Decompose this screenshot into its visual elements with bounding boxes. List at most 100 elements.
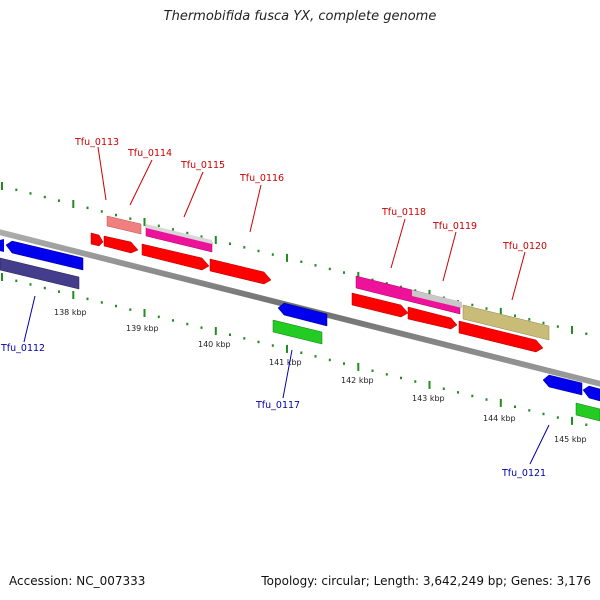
gene-arrow-khaki[interactable] xyxy=(462,304,550,341)
map-title: Thermobifida fusca YX, complete genome xyxy=(163,9,437,24)
outer-minor-tick xyxy=(485,307,488,310)
gene-arrow-blue-1[interactable] xyxy=(0,239,4,252)
leader-0112 xyxy=(23,295,36,343)
inner-minor-tick xyxy=(186,322,189,326)
inner-minor-tick xyxy=(328,358,331,362)
inner-minor-tick xyxy=(442,387,445,390)
inner-minor-tick xyxy=(29,283,32,286)
outer-minor-tick xyxy=(243,246,246,249)
outer-minor-tick xyxy=(528,318,531,321)
inner-minor-tick xyxy=(43,286,46,290)
outer-minor-tick xyxy=(172,228,174,231)
gene-label-tfu-0115: Tfu_0115 xyxy=(180,160,225,171)
gene-arrow-blue-3[interactable] xyxy=(277,302,328,327)
outer-major-tick xyxy=(143,218,146,226)
inner-major-tick xyxy=(357,362,360,371)
scale-label-138: 138 kbp xyxy=(54,308,87,317)
inner-minor-tick xyxy=(86,297,89,301)
gene-arrow-navy[interactable] xyxy=(0,257,80,290)
outer-minor-tick xyxy=(328,267,331,271)
outer-minor-tick xyxy=(157,224,160,228)
leader-0113 xyxy=(97,146,107,201)
leader-0117 xyxy=(282,349,293,399)
scale-label-141: 141 kbp xyxy=(269,358,302,367)
inner-minor-tick xyxy=(400,376,402,380)
outer-minor-tick xyxy=(343,271,345,274)
outer-minor-tick xyxy=(58,199,60,202)
inner-major-tick xyxy=(214,327,217,335)
inner-minor-tick xyxy=(514,405,516,408)
gene-arrow-red-7[interactable] xyxy=(458,320,544,353)
gene-arrow-salmon[interactable] xyxy=(106,215,142,235)
outer-minor-tick xyxy=(15,188,18,192)
inner-minor-tick xyxy=(371,369,374,372)
leader-0119 xyxy=(442,231,457,282)
gene-label-tfu-0112: Tfu_0112 xyxy=(0,343,45,354)
gene-labels: Tfu_0113 Tfu_0114 Tfu_0115 Tfu_0116 Tfu_… xyxy=(0,137,547,479)
outer-major-tick xyxy=(286,253,288,262)
gene-arrow-red-5[interactable] xyxy=(351,292,409,318)
outer-minor-tick xyxy=(200,235,203,238)
outer-minor-tick xyxy=(585,332,588,335)
outer-major-tick xyxy=(357,271,360,280)
inner-minor-tick xyxy=(300,351,303,354)
inner-minor-tick xyxy=(157,315,160,319)
inner-major-tick xyxy=(1,273,3,281)
outer-major-tick xyxy=(571,325,573,334)
gene-arrow-red-6[interactable] xyxy=(407,306,458,330)
label-leaders xyxy=(23,146,550,465)
gene-arrow-silver-2[interactable] xyxy=(412,290,462,308)
outer-minor-tick xyxy=(385,282,388,285)
gene-label-tfu-0113: Tfu_0113 xyxy=(74,137,119,148)
outer-minor-tick xyxy=(314,264,317,267)
inner-minor-tick xyxy=(58,290,60,293)
inner-minor-tick xyxy=(271,344,274,347)
inner-minor-tick xyxy=(314,355,317,358)
inner-tick-ring xyxy=(1,273,588,426)
leader-0115 xyxy=(183,171,204,218)
inner-minor-tick xyxy=(556,416,559,419)
gene-label-tfu-0114: Tfu_0114 xyxy=(127,148,172,159)
gene-arrow-red-1[interactable] xyxy=(90,232,104,247)
outer-minor-tick xyxy=(414,289,417,292)
gene-arrow-red-3[interactable] xyxy=(141,243,210,271)
scale-label-139: 139 kbp xyxy=(126,324,159,333)
outer-major-tick xyxy=(72,200,75,208)
inner-minor-tick xyxy=(129,308,132,311)
scale-label-140: 140 kbp xyxy=(198,340,231,349)
inner-minor-tick xyxy=(15,279,18,283)
gene-label-tfu-0116: Tfu_0116 xyxy=(239,173,284,184)
outer-minor-tick xyxy=(29,192,32,195)
gene-arrow-green-2[interactable] xyxy=(575,402,600,422)
gene-label-tfu-0121: Tfu_0121 xyxy=(501,468,546,479)
scale-label-142: 142 kbp xyxy=(341,376,374,385)
gene-arrow-silver[interactable] xyxy=(146,224,212,244)
genome-summary-text: Topology: circular; Length: 3,642,249 bp… xyxy=(261,574,591,588)
gene-arrow-red-2[interactable] xyxy=(103,235,139,254)
outer-major-tick xyxy=(1,182,3,190)
inner-major-tick xyxy=(286,344,288,353)
gene-label-tfu-0120: Tfu_0120 xyxy=(502,241,547,252)
inner-minor-tick xyxy=(200,326,203,329)
gene-label-tfu-0119: Tfu_0119 xyxy=(432,221,477,232)
inner-major-tick xyxy=(499,398,502,407)
gene-arrow-red-4[interactable] xyxy=(209,258,272,285)
gene-arrow-blue-4[interactable] xyxy=(542,374,583,396)
accession-text: Accession: NC_007333 xyxy=(9,574,146,588)
outer-major-tick xyxy=(499,307,502,316)
gene-arrow-blue-5[interactable] xyxy=(582,385,600,402)
outer-minor-tick xyxy=(186,231,189,235)
inner-major-tick xyxy=(428,380,431,389)
scale-label-145: 145 kbp xyxy=(554,435,587,444)
outer-minor-tick xyxy=(471,303,474,307)
gene-label-tfu-0118: Tfu_0118 xyxy=(381,207,426,218)
inner-minor-tick xyxy=(172,319,174,322)
inner-minor-tick xyxy=(471,394,474,398)
outer-minor-tick xyxy=(229,242,231,245)
gene-arrow-blue-2[interactable] xyxy=(5,240,84,271)
inner-minor-tick xyxy=(414,380,417,383)
inner-minor-tick xyxy=(385,373,388,376)
gene-arrow-green-1[interactable] xyxy=(272,319,323,345)
scale-labels: 138 kbp 139 kbp 140 kbp 141 kbp 142 kbp … xyxy=(54,308,587,444)
outer-minor-tick xyxy=(371,278,374,281)
